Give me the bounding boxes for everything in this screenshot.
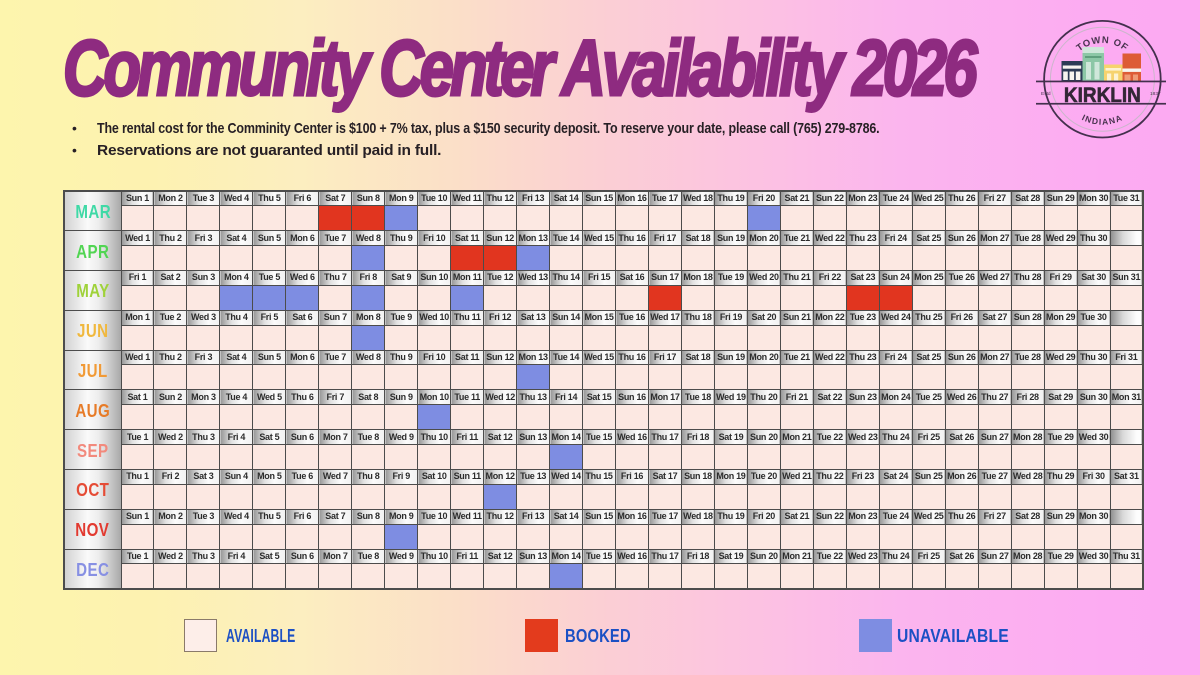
svg-text:KIRKLIN: KIRKLIN [1064, 84, 1141, 107]
svg-text:1837: 1837 [1150, 91, 1161, 97]
svg-text:Estd: Estd [1041, 91, 1051, 97]
svg-text:INDIANA: INDIANA [1080, 112, 1124, 127]
